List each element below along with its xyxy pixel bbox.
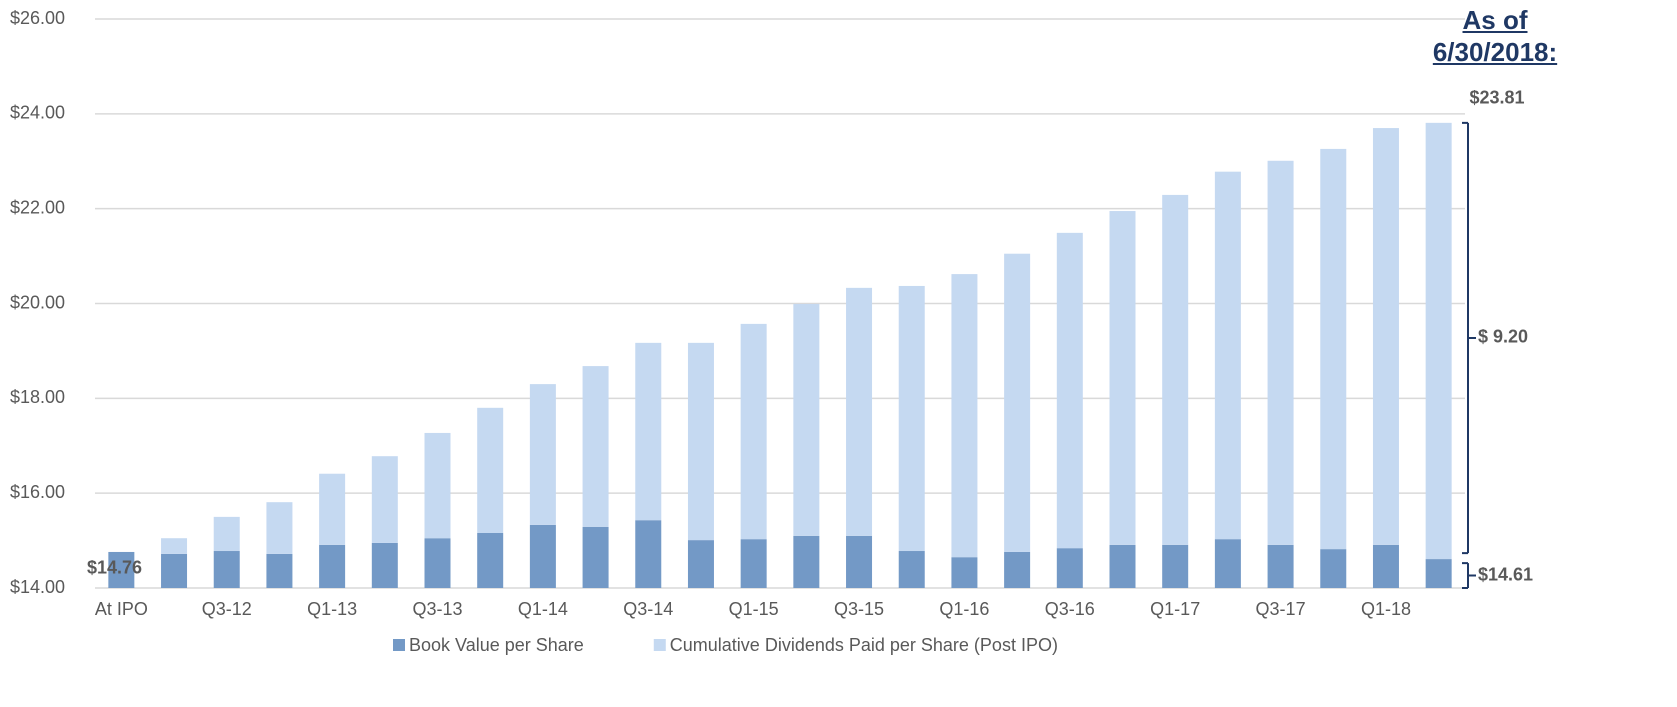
value-label: $14.61 <box>1478 564 1533 584</box>
chart-title: As of 6/30/2018: <box>1432 5 1558 67</box>
bar-segment <box>1214 539 1241 588</box>
value-label: $14.76 <box>87 558 142 578</box>
x-tick-label: Q1-16 <box>939 599 989 619</box>
bar-segment <box>371 456 398 543</box>
bar-segment <box>371 542 398 588</box>
legend-swatch <box>393 639 405 651</box>
bar-segment <box>266 553 293 588</box>
bar-segment <box>529 524 556 588</box>
value-label: $ 9.20 <box>1478 327 1528 347</box>
bar-segment <box>793 303 820 536</box>
x-tick-label: Q3-16 <box>1045 599 1095 619</box>
bar-segment <box>477 407 504 533</box>
bar-segment <box>846 535 873 588</box>
y-tick-label: $14.00 <box>10 577 65 597</box>
bar-segment <box>477 532 504 588</box>
bar-segment <box>1004 253 1031 552</box>
x-tick-label: Q1-17 <box>1150 599 1200 619</box>
bar-segment <box>582 526 609 588</box>
legend-label: Cumulative Dividends Paid per Share (Pos… <box>670 635 1058 655</box>
y-tick-label: $18.00 <box>10 387 65 407</box>
legend-label: Book Value per Share <box>409 635 584 655</box>
x-tick-label: Q1-13 <box>307 599 357 619</box>
bracket <box>1462 121 1476 555</box>
bar-segment <box>898 285 925 552</box>
bar-segment <box>213 516 240 552</box>
bar-segment <box>108 551 135 588</box>
x-tick-label: Q3-14 <box>623 599 673 619</box>
bar-segment <box>951 557 978 588</box>
bar-segment <box>1267 160 1294 545</box>
x-tick-label: Q3-15 <box>834 599 884 619</box>
x-tick-label: At IPO <box>95 599 148 619</box>
x-tick-label: Q1-14 <box>518 599 568 619</box>
bar-segment <box>740 323 767 540</box>
bar-segment <box>582 366 609 527</box>
bar-segment <box>319 473 346 545</box>
bar-segment <box>793 535 820 588</box>
bar-segment <box>1109 211 1136 545</box>
bar-segment <box>687 540 714 588</box>
bar-segment <box>846 287 873 536</box>
bar-segment <box>1214 171 1241 540</box>
bar-segment <box>319 544 346 588</box>
bar-segment <box>1267 544 1294 588</box>
bar-segment <box>1162 194 1189 545</box>
bar-segment <box>1425 122 1452 560</box>
bar-segment <box>161 553 188 588</box>
y-tick-label: $24.00 <box>10 103 65 123</box>
x-tick-label: Q3-13 <box>412 599 462 619</box>
y-tick-label: $26.00 <box>10 8 65 28</box>
bar-segment <box>424 432 451 539</box>
bar-segment <box>1372 544 1399 588</box>
x-tick-label: Q3-12 <box>202 599 252 619</box>
bar-segment <box>529 384 556 525</box>
x-tick-label: Q3-17 <box>1256 599 1306 619</box>
y-tick-label: $16.00 <box>10 482 65 502</box>
y-tick-label: $20.00 <box>10 292 65 312</box>
bar-segment <box>1320 549 1347 588</box>
bar-segment <box>1425 559 1452 588</box>
bar-segment <box>898 551 925 588</box>
bar-segment <box>266 502 293 554</box>
bar-segment <box>687 342 714 541</box>
bar-segment <box>951 274 978 558</box>
legend-swatch <box>653 639 666 651</box>
bar-segment <box>424 538 451 588</box>
bar-segment <box>161 538 188 554</box>
bar-segment <box>1320 148 1347 550</box>
bar-segment <box>1162 544 1189 588</box>
bracket <box>1462 562 1476 589</box>
bar-segment <box>1056 232 1083 549</box>
bar-segment <box>1056 548 1083 588</box>
total-label: $23.81 <box>1469 88 1524 108</box>
bar-segment <box>740 539 767 588</box>
bar-segment <box>213 551 240 588</box>
x-tick-label: Q1-18 <box>1361 599 1411 619</box>
x-tick-label: Q1-15 <box>729 599 779 619</box>
bar-segment <box>1004 551 1031 588</box>
bar-segment <box>1372 128 1399 545</box>
y-tick-label: $22.00 <box>10 197 65 217</box>
bar-segment <box>1109 544 1136 588</box>
bar-segment <box>635 342 662 521</box>
bar-segment <box>635 520 662 588</box>
